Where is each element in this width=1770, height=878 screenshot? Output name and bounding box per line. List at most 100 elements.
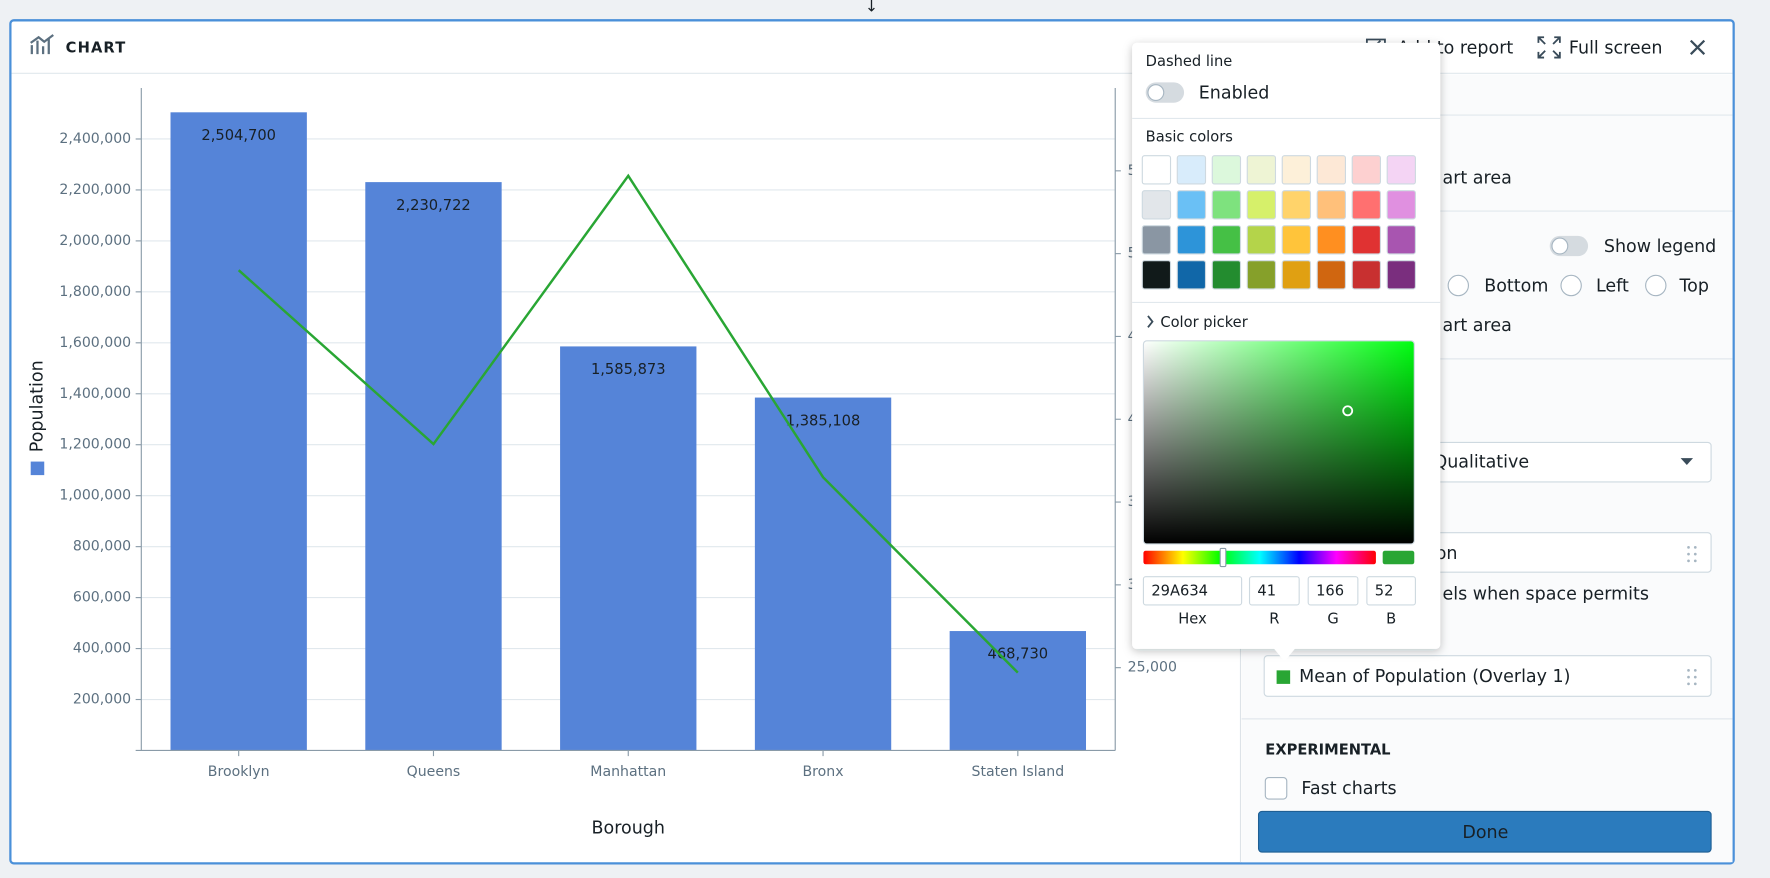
chevron[interactable]	[1147, 315, 1154, 328]
color-swatch[interactable]	[1176, 225, 1207, 255]
done-label[interactable]: Done	[1462, 823, 1508, 843]
full-screen[interactable]: Full screen	[1569, 39, 1663, 59]
color-swatch[interactable]	[1141, 225, 1172, 255]
y-tick-label: 1,800,000	[59, 284, 131, 300]
y-tick-label: 2,200,000	[59, 182, 131, 198]
position-radio[interactable]	[1447, 274, 1470, 297]
fast-charts[interactable]: Fast charts	[1301, 779, 1396, 799]
header-title: CHART	[66, 40, 127, 57]
color-swatch[interactable]	[1176, 190, 1207, 220]
color-swatch[interactable]	[1141, 155, 1172, 185]
bar-value-label: 1,385,108	[786, 412, 861, 429]
color-picker-label[interactable]: Color picker	[1160, 314, 1248, 331]
color-swatch[interactable]	[1316, 155, 1347, 185]
color-swatch[interactable]	[1141, 190, 1172, 220]
position-label[interactable]: Left	[1596, 277, 1629, 297]
hue-slider[interactable]	[1143, 550, 1376, 565]
color-swatch[interactable]	[1211, 260, 1242, 290]
bar-value-label: 1,585,873	[591, 361, 666, 378]
overlay-name: Mean of Population (Overlay 1)	[1299, 667, 1570, 687]
color-input[interactable]	[1366, 576, 1416, 606]
color-swatch[interactable]	[1246, 225, 1277, 255]
x-tick-label: Manhattan	[590, 764, 666, 780]
picker-handle	[1342, 405, 1354, 417]
color-swatch[interactable]	[1281, 225, 1312, 255]
position-label[interactable]: Top	[1678, 277, 1709, 297]
color-input[interactable]	[1248, 576, 1300, 606]
enabled-label: Enabled	[1199, 84, 1270, 104]
color-swatch[interactable]	[1316, 190, 1347, 220]
position-radio[interactable]	[1560, 274, 1582, 297]
color-swatch[interactable]	[1176, 155, 1207, 185]
color-swatch[interactable]	[1386, 155, 1416, 185]
bar-value-label: 468,730	[988, 646, 1049, 663]
y-tick-label: 1,200,000	[59, 437, 131, 453]
color-swatch[interactable]	[1351, 225, 1381, 255]
bar	[949, 631, 1087, 751]
close-icon[interactable]	[1689, 39, 1706, 55]
drag-dot	[1693, 675, 1697, 679]
color-swatch[interactable]	[1351, 190, 1381, 220]
drop-arrow: ↓	[865, 0, 878, 15]
bar-value-label: 2,230,722	[396, 197, 471, 214]
done-button[interactable]	[1257, 810, 1712, 853]
y2-tick-label: 25,000	[1128, 660, 1177, 676]
color-swatch[interactable]	[1176, 260, 1207, 290]
color-swatch[interactable]	[1386, 190, 1416, 220]
color-swatch[interactable]	[1246, 155, 1277, 185]
color-swatch[interactable]	[1141, 260, 1172, 290]
overlay-field[interactable]	[1263, 655, 1712, 697]
position-label[interactable]: Bottom	[1484, 277, 1548, 297]
drag-dot	[1693, 559, 1697, 563]
y-axis-title: Population	[27, 360, 47, 452]
color-swatch[interactable]	[1246, 260, 1277, 290]
x-tick-label: Bronx	[803, 764, 844, 780]
bar	[560, 346, 697, 751]
color-swatch[interactable]	[1246, 190, 1277, 220]
color-input[interactable]	[1142, 576, 1243, 606]
drag-dot	[1687, 552, 1690, 556]
caret	[1680, 458, 1694, 465]
x-tick-label: Queens	[407, 764, 461, 780]
x-tick-label: Brooklyn	[208, 764, 270, 780]
chart-icon	[30, 34, 54, 55]
color-swatch[interactable]	[1211, 225, 1242, 255]
color-swatch[interactable]	[1316, 260, 1347, 290]
color-input-value: 41	[1257, 582, 1276, 599]
color-swatch[interactable]	[1351, 155, 1381, 185]
drag-dot	[1687, 545, 1690, 549]
color-input-label: B	[1386, 611, 1396, 628]
drag-dot	[1693, 682, 1697, 686]
line-series	[237, 173, 1019, 674]
hue-thumb	[1219, 547, 1227, 568]
show-legend[interactable]: Show legend	[1604, 237, 1716, 257]
color-swatch[interactable]	[1386, 225, 1416, 255]
color-input-value: 52	[1375, 582, 1394, 599]
bar	[170, 112, 307, 751]
y-tick-label: 600,000	[73, 590, 131, 606]
y-tick-label: 400,000	[73, 641, 131, 657]
bar-value-label: 2,504,700	[201, 127, 276, 144]
color-swatch[interactable]	[1281, 190, 1312, 220]
bar	[365, 182, 502, 751]
fast-charts-checkbox[interactable]	[1264, 776, 1288, 800]
position-radio[interactable]	[1645, 274, 1667, 297]
color-swatch[interactable]	[1386, 260, 1416, 290]
color-swatch[interactable]	[1211, 155, 1242, 185]
color-swatch[interactable]	[1351, 260, 1381, 290]
color-swatch[interactable]	[1281, 260, 1312, 290]
drag-dot	[1693, 668, 1697, 672]
color-input-label: G	[1327, 611, 1338, 628]
color-swatch[interactable]	[1281, 155, 1312, 185]
y-tick-label: 1,000,000	[59, 488, 131, 504]
color-swatch[interactable]	[1211, 190, 1242, 220]
experimental-heading: EXPERIMENTAL	[1265, 741, 1390, 758]
color-swatch[interactable]	[1316, 225, 1347, 255]
label-field-value: on	[1436, 544, 1458, 564]
y-tick-label: 200,000	[73, 692, 131, 708]
y-tick-label: 1,400,000	[59, 386, 131, 402]
color-input[interactable]	[1307, 576, 1359, 606]
value-overlay	[1142, 340, 1415, 545]
